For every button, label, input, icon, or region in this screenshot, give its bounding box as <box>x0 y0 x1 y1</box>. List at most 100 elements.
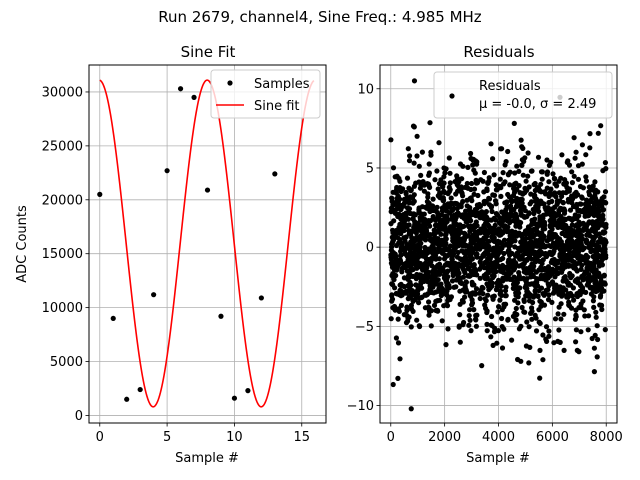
residual-point <box>401 283 407 290</box>
residual-point <box>545 251 551 258</box>
residual-point <box>584 237 590 243</box>
residual-point <box>497 289 504 295</box>
residual-point <box>526 324 532 330</box>
residual-point <box>511 267 517 273</box>
residual-point <box>552 316 559 322</box>
residual-point <box>559 225 565 231</box>
residual-point <box>414 317 420 323</box>
residual-point <box>505 316 511 322</box>
residual-point <box>550 171 556 177</box>
residual-point <box>586 219 593 225</box>
residual-point <box>456 179 462 185</box>
residual-point <box>579 195 585 201</box>
residual-point <box>569 196 575 202</box>
residual-point <box>542 267 548 273</box>
legend-samples-marker <box>227 80 233 86</box>
residual-point <box>411 192 417 198</box>
residual-point <box>554 234 560 240</box>
residual-point <box>499 307 505 313</box>
residual-point <box>408 282 414 288</box>
residual-point <box>557 284 563 290</box>
residual-point <box>488 322 494 328</box>
residual-point <box>587 131 593 137</box>
residual-point <box>574 230 581 236</box>
residual-point <box>449 278 456 284</box>
residual-point <box>397 240 403 246</box>
residual-point <box>442 246 448 252</box>
residual-point <box>546 328 552 334</box>
residual-point <box>430 207 436 214</box>
figure-title: Run 2679, channel4, Sine Freq.: 4.985 MH… <box>158 8 482 26</box>
residual-point <box>443 342 449 348</box>
residual-point <box>422 245 428 251</box>
residual-point <box>493 287 499 293</box>
residual-point <box>551 289 557 295</box>
residual-point <box>391 306 397 312</box>
residual-point <box>485 292 491 298</box>
residual-point <box>465 233 471 239</box>
residual-point <box>443 166 449 172</box>
sample-point <box>258 295 264 301</box>
residual-point <box>574 293 581 300</box>
residual-point <box>415 285 421 291</box>
residual-point <box>565 199 572 205</box>
residual-point <box>491 260 497 266</box>
residual-point <box>566 188 572 194</box>
residual-point <box>527 232 533 238</box>
residual-point <box>558 316 564 322</box>
residual-point <box>443 240 449 246</box>
residual-point <box>438 242 444 248</box>
residual-point <box>440 265 446 271</box>
residual-point <box>477 215 483 221</box>
residual-point <box>519 196 525 203</box>
residual-point <box>583 289 589 295</box>
residual-point <box>439 208 445 214</box>
residual-point <box>549 206 556 212</box>
residual-point <box>390 165 397 171</box>
residual-point <box>555 224 561 230</box>
sine-fit-ytick-label: 15000 <box>42 247 83 262</box>
residual-point <box>566 303 573 309</box>
residual-point <box>414 133 420 139</box>
residual-point <box>542 191 549 197</box>
residual-point <box>558 301 564 307</box>
residual-point <box>582 206 588 212</box>
residual-point <box>460 198 466 205</box>
residual-point <box>404 175 411 181</box>
residual-point <box>569 180 576 186</box>
residual-point <box>490 268 496 274</box>
residual-point <box>490 192 496 198</box>
residual-point <box>484 265 490 271</box>
residual-point <box>406 206 413 212</box>
residual-point <box>556 190 562 196</box>
residual-point <box>393 335 399 341</box>
residual-point <box>519 304 525 311</box>
residual-point <box>562 208 568 214</box>
residual-point <box>425 194 431 200</box>
residual-point <box>568 282 574 288</box>
residual-point <box>426 172 432 178</box>
residual-point <box>471 191 477 197</box>
residual-point <box>594 323 600 329</box>
residual-point <box>597 222 604 228</box>
residual-point <box>390 239 396 245</box>
residual-point <box>447 170 453 176</box>
residual-point <box>399 224 405 231</box>
residual-point <box>389 292 395 298</box>
residual-point <box>406 158 413 164</box>
residual-point <box>470 211 476 217</box>
residual-point <box>396 175 402 182</box>
residual-point <box>465 164 471 170</box>
residual-point <box>473 323 479 329</box>
residual-point <box>585 327 591 333</box>
residual-point <box>411 183 417 189</box>
residual-point <box>394 291 400 297</box>
residual-point <box>543 336 549 342</box>
residual-point <box>497 215 503 221</box>
sine-fit-xtick-label: 15 <box>293 430 310 445</box>
residual-point <box>414 265 420 271</box>
residual-point <box>548 159 554 165</box>
residual-point <box>485 270 492 276</box>
residual-point <box>487 256 493 262</box>
residual-point <box>580 285 586 291</box>
